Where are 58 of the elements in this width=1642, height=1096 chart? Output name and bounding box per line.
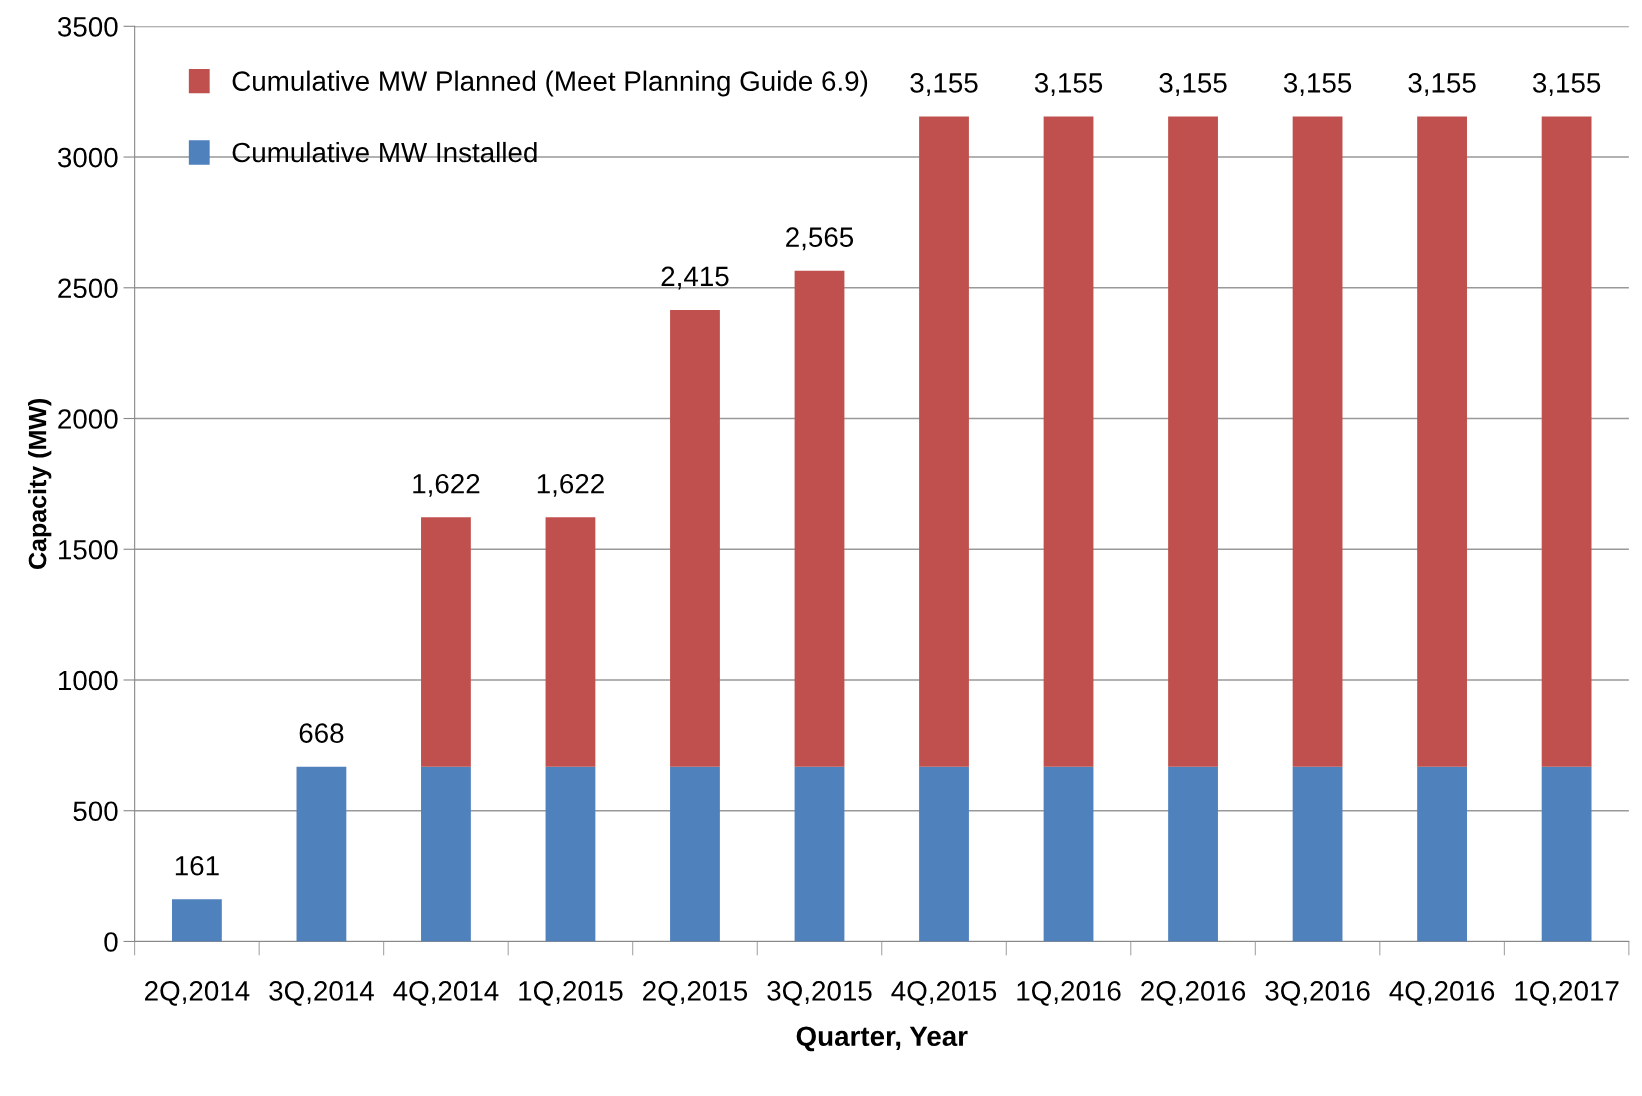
y-tick-label: 1500 (59, 539, 118, 560)
bar (1292, 766, 1343, 942)
x-tick-label: 1Q,2015 (519, 981, 623, 1006)
x-tick-label: 3Q,2016 (1265, 981, 1370, 1006)
bar (1541, 116, 1592, 767)
bar (1292, 116, 1343, 767)
x-tick-label: 2Q,2015 (643, 981, 748, 1006)
bar (670, 310, 720, 767)
total-label: 3,155 (1283, 73, 1352, 96)
total-label: 161 (175, 855, 219, 876)
bar (794, 766, 845, 942)
bar (172, 899, 222, 942)
bar (794, 270, 845, 767)
bar (1417, 766, 1467, 942)
y-tick-label: 0 (104, 932, 118, 952)
total-label: 1,622 (537, 473, 604, 497)
x-tick-label: 1Q,2016 (1017, 981, 1121, 1006)
y-tick-label: 2000 (58, 409, 118, 429)
total-label: 2,565 (786, 227, 854, 251)
total-label: 3,155 (1034, 73, 1103, 96)
y-tick-label: 3500 (57, 16, 118, 37)
bar (1168, 116, 1218, 767)
total-label: 3,155 (1159, 73, 1227, 96)
bar (919, 116, 969, 767)
x-tick-label: 4Q,2014 (393, 981, 499, 1006)
y-tick-label: 2500 (58, 278, 118, 299)
total-label: 1,622 (413, 473, 480, 497)
bar (545, 766, 596, 942)
x-tick-label: 2Q,2014 (145, 981, 250, 1006)
bar (421, 517, 471, 767)
total-label: 3,155 (1408, 73, 1476, 96)
bar (670, 766, 720, 942)
x-tick-label: 3Q,2015 (767, 981, 872, 1006)
total-label: 3,155 (910, 73, 978, 96)
y-tick-label: 500 (73, 801, 118, 822)
x-tick-label: 4Q,2016 (1389, 981, 1495, 1006)
total-label: 3,155 (1532, 73, 1601, 96)
x-tick-label: 2Q,2016 (1141, 981, 1246, 1006)
legend-label: Cumulative MW Planned (Meet Planning Guide 6.9) (232, 70, 868, 97)
total-label: 668 (299, 723, 344, 744)
bar (296, 766, 347, 942)
x-tick-label: 3Q,2014 (269, 981, 374, 1006)
bar (919, 766, 969, 942)
legend-label: Cumulative MW Installed (232, 141, 537, 163)
x-tick-label: 4Q,2015 (891, 981, 997, 1006)
bar (1043, 116, 1094, 767)
total-label: 2,415 (661, 266, 729, 290)
y-tick-label: 1000 (59, 670, 118, 691)
bar (1043, 766, 1094, 942)
bar (421, 766, 471, 942)
x-axis-title: Quarter, Year (796, 1026, 968, 1052)
x-tick-label: 1Q,2017 (1515, 981, 1619, 1006)
bar (545, 517, 596, 767)
y-tick-label: 3000 (57, 147, 118, 168)
bar (1168, 766, 1218, 942)
y-axis-title: Capacity (MW) (28, 399, 52, 569)
bar (1417, 116, 1467, 767)
bar (1541, 766, 1592, 942)
